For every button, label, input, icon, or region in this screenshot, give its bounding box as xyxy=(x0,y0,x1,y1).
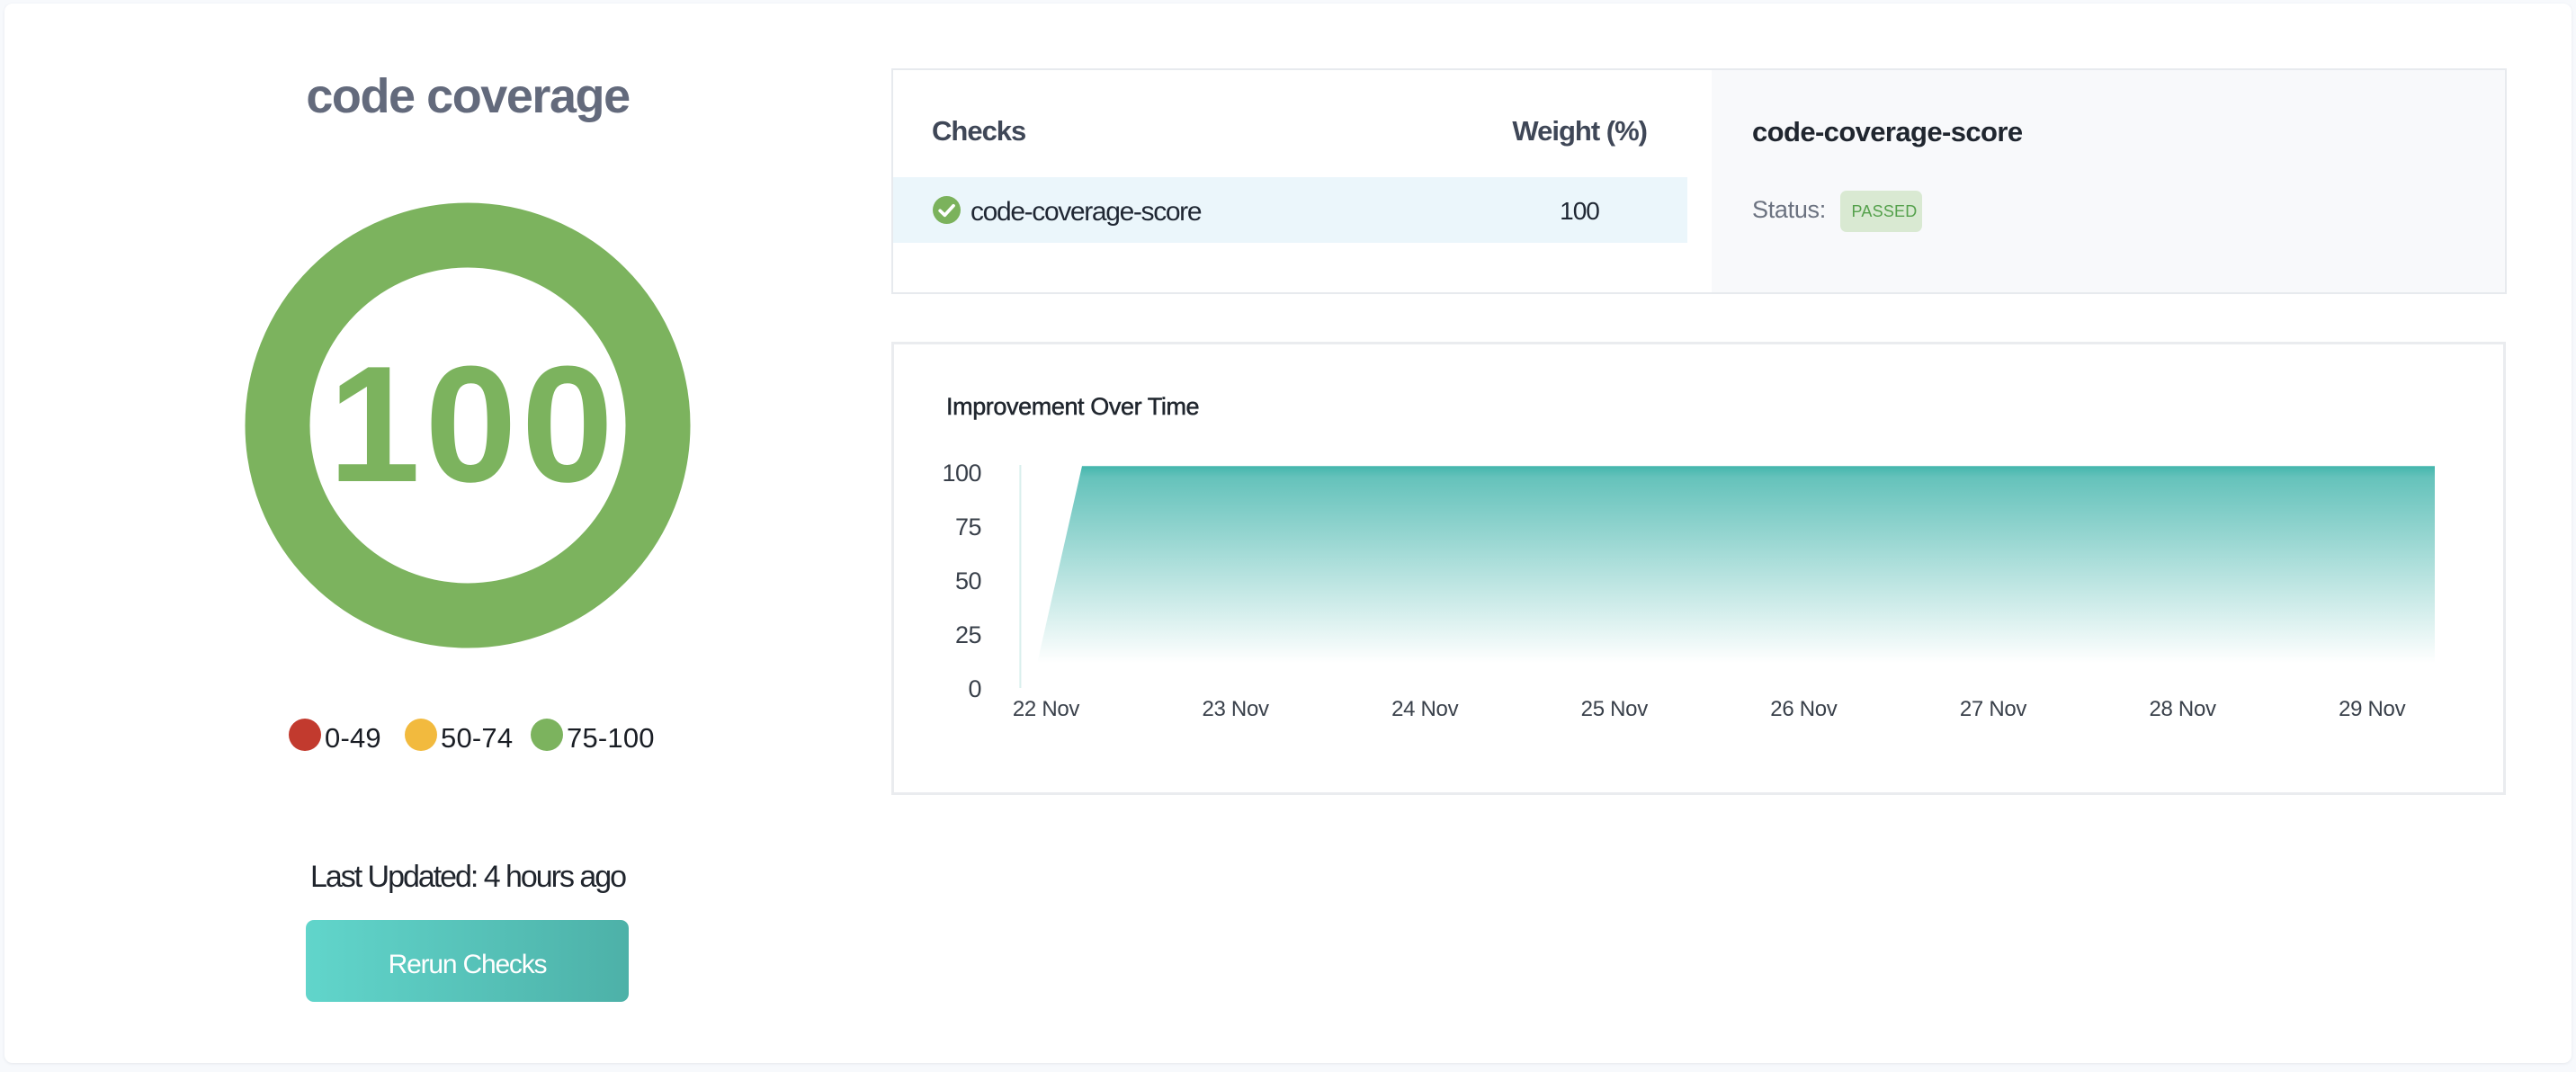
svg-text:75: 75 xyxy=(955,514,981,540)
svg-text:22 Nov: 22 Nov xyxy=(1013,697,1080,721)
svg-text:23 Nov: 23 Nov xyxy=(1202,697,1269,721)
svg-text:26 Nov: 26 Nov xyxy=(1770,697,1838,721)
svg-text:29 Nov: 29 Nov xyxy=(2339,697,2406,721)
svg-text:100: 100 xyxy=(942,460,981,487)
svg-text:27 Nov: 27 Nov xyxy=(1960,697,2027,721)
svg-text:50: 50 xyxy=(955,567,981,594)
svg-text:24 Nov: 24 Nov xyxy=(1391,697,1459,721)
svg-text:25: 25 xyxy=(955,621,981,648)
svg-text:25 Nov: 25 Nov xyxy=(1581,697,1649,721)
svg-text:28 Nov: 28 Nov xyxy=(2149,697,2216,721)
svg-text:0: 0 xyxy=(968,675,981,702)
